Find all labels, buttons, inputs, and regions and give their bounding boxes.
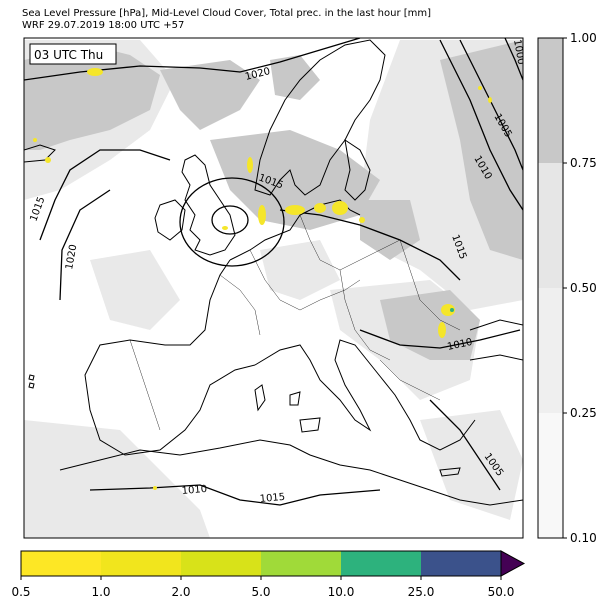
isobar-label: 1020 <box>64 244 79 271</box>
isobar-label: 1015 <box>259 492 285 505</box>
precip-bin-3 <box>261 551 341 576</box>
cloud-cover-dark <box>24 40 523 360</box>
cloud-bin-0 <box>538 38 563 163</box>
precip-extend-arrow <box>500 550 526 577</box>
map-title-line-2: WRF 29.07.2019 18:00 UTC +57 <box>22 20 185 31</box>
cloud-tick-label: 0.50 <box>570 281 597 295</box>
cloud-tick-label: 1.00 <box>570 31 597 45</box>
precipitation <box>33 68 492 490</box>
isobar-label: 1010 <box>181 484 207 497</box>
map-panel: 1020 1000 1005 1010 1015 1015 1020 1015 … <box>24 38 526 538</box>
precip-bin-2 <box>181 551 261 576</box>
heavy-precip-spot <box>450 308 454 312</box>
precip-bin-4 <box>341 551 421 576</box>
cloud-tick-label: 0.25 <box>570 406 597 420</box>
precip-bin-0 <box>21 551 101 576</box>
precip-tick-label: 1.0 <box>91 585 110 599</box>
isobar-label: 1000 <box>511 39 526 66</box>
isobar-label: 1010 <box>446 337 473 353</box>
time-label-box: 03 UTC Thu <box>29 43 117 65</box>
precip-bin-1 <box>101 551 181 576</box>
cloud-bin-1 <box>538 163 563 288</box>
precip-tick-label: 0.5 <box>11 585 30 599</box>
cloud-tick-label: 0.10 <box>570 531 597 545</box>
map-frame <box>23 37 524 539</box>
map-title-line-1: Sea Level Pressure [hPa], Mid-Level Clou… <box>22 8 432 19</box>
time-label: 03 UTC Thu <box>34 48 103 62</box>
cloud-tick-label: 0.75 <box>570 156 597 170</box>
cloud-cover-colorbar: 1.00 0.75 0.50 0.25 0.10 <box>537 31 597 545</box>
precip-bin-5 <box>421 551 501 576</box>
precip-tick-label: 2.0 <box>171 585 190 599</box>
precip-tick-label: 5.0 <box>251 585 270 599</box>
precip-colorbar: 0.5 1.0 2.0 5.0 10.0 25.0 50.0 <box>11 550 526 599</box>
country-borders <box>129 214 461 431</box>
precip-tick-label: 50.0 <box>488 585 515 599</box>
precip-tick-label: 10.0 <box>328 585 355 599</box>
cloud-bin-3 <box>538 413 563 538</box>
precip-tick-label: 25.0 <box>408 585 435 599</box>
cloud-bin-2 <box>538 288 563 413</box>
